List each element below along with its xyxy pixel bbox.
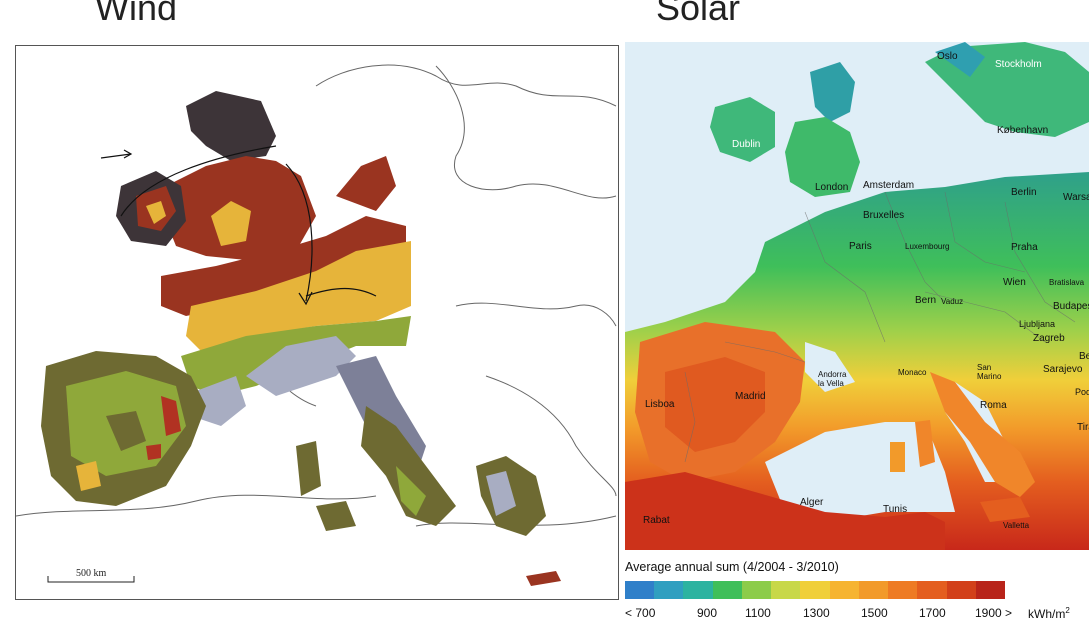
city-label: Praha	[1011, 242, 1038, 253]
legend-swatch	[654, 581, 684, 599]
scale-label: 500 km	[76, 568, 107, 579]
legend-tick: 1500	[861, 606, 888, 620]
legend-color-bar	[625, 581, 1006, 599]
legend-swatch	[946, 581, 976, 599]
legend-swatch	[741, 581, 772, 599]
city-label: Vaduz	[941, 297, 964, 306]
city-label: Tunis	[883, 504, 908, 515]
scale-bar	[47, 576, 135, 583]
city-label: Luxembourg	[905, 242, 950, 251]
wind-map: 500 km	[15, 45, 619, 600]
city-label: San Marino	[977, 363, 1002, 381]
city-label: Monaco	[898, 368, 927, 377]
legend-swatch	[829, 581, 859, 599]
legend-tick: < 700	[625, 606, 656, 620]
solar-map: Oslo Stockholm København Dublin London A…	[625, 42, 1089, 550]
solar-title: Solar	[656, 0, 741, 28]
city-label: Amsterdam	[863, 180, 915, 191]
city-label: Budapest	[1053, 301, 1089, 312]
city-label: Alger	[800, 497, 824, 508]
legend-tick: 1900 >	[975, 606, 1013, 620]
city-label: Bratislava	[1049, 278, 1085, 287]
legend-swatch	[800, 581, 830, 599]
legend-swatch	[888, 581, 918, 599]
legend-tick: 1100	[745, 606, 771, 620]
city-label: Sarajevo	[1043, 364, 1083, 375]
legend-swatch	[975, 581, 1006, 599]
city-label: Warsa	[1063, 192, 1089, 203]
legend-unit-text: kWh/m	[1028, 607, 1066, 621]
legend-unit: kWh/m2	[1028, 606, 1070, 621]
solar-map-graphic	[625, 42, 1089, 550]
legend-swatch	[771, 581, 801, 599]
city-label: Oslo	[937, 51, 958, 62]
legend-swatch	[858, 581, 889, 599]
city-label: Roma	[980, 400, 1007, 411]
city-label: Andorra la Vella	[818, 370, 847, 388]
legend-title: Average annual sum (4/2004 - 3/2010)	[625, 560, 839, 574]
city-label: Berlin	[1011, 187, 1037, 198]
city-label: Podgori	[1075, 387, 1089, 397]
city-label: London	[815, 182, 849, 193]
legend-swatch	[683, 581, 713, 599]
city-label: Valletta	[1003, 521, 1030, 530]
city-label: Rabat	[643, 515, 670, 526]
city-label: Tira	[1077, 422, 1089, 433]
legend-tick: 1300	[803, 606, 830, 620]
solar-legend: Average annual sum (4/2004 - 3/2010) < 7…	[625, 556, 1089, 623]
legend-swatch	[625, 581, 655, 599]
legend-tick: 1700	[919, 606, 946, 620]
city-label: Zagreb	[1033, 333, 1065, 344]
city-label: Bruxelles	[863, 210, 905, 221]
legend-unit-sup: 2	[1065, 606, 1070, 615]
wind-title: Wind	[95, 0, 178, 28]
city-label: Paris	[849, 241, 872, 252]
wind-map-graphic	[16, 64, 617, 586]
legend-swatch	[712, 581, 742, 599]
city-label: København	[997, 125, 1049, 136]
city-label: Bern	[915, 295, 937, 306]
city-label: Ljubljana	[1019, 319, 1056, 329]
city-label: Lisboa	[645, 399, 675, 410]
legend-swatch	[917, 581, 947, 599]
city-label: Beo	[1079, 351, 1089, 362]
city-label: Dublin	[732, 139, 761, 150]
legend-tick: 900	[697, 606, 718, 620]
city-label: Stockholm	[995, 59, 1042, 70]
city-label: Madrid	[735, 391, 766, 402]
city-label: Wien	[1003, 277, 1026, 288]
